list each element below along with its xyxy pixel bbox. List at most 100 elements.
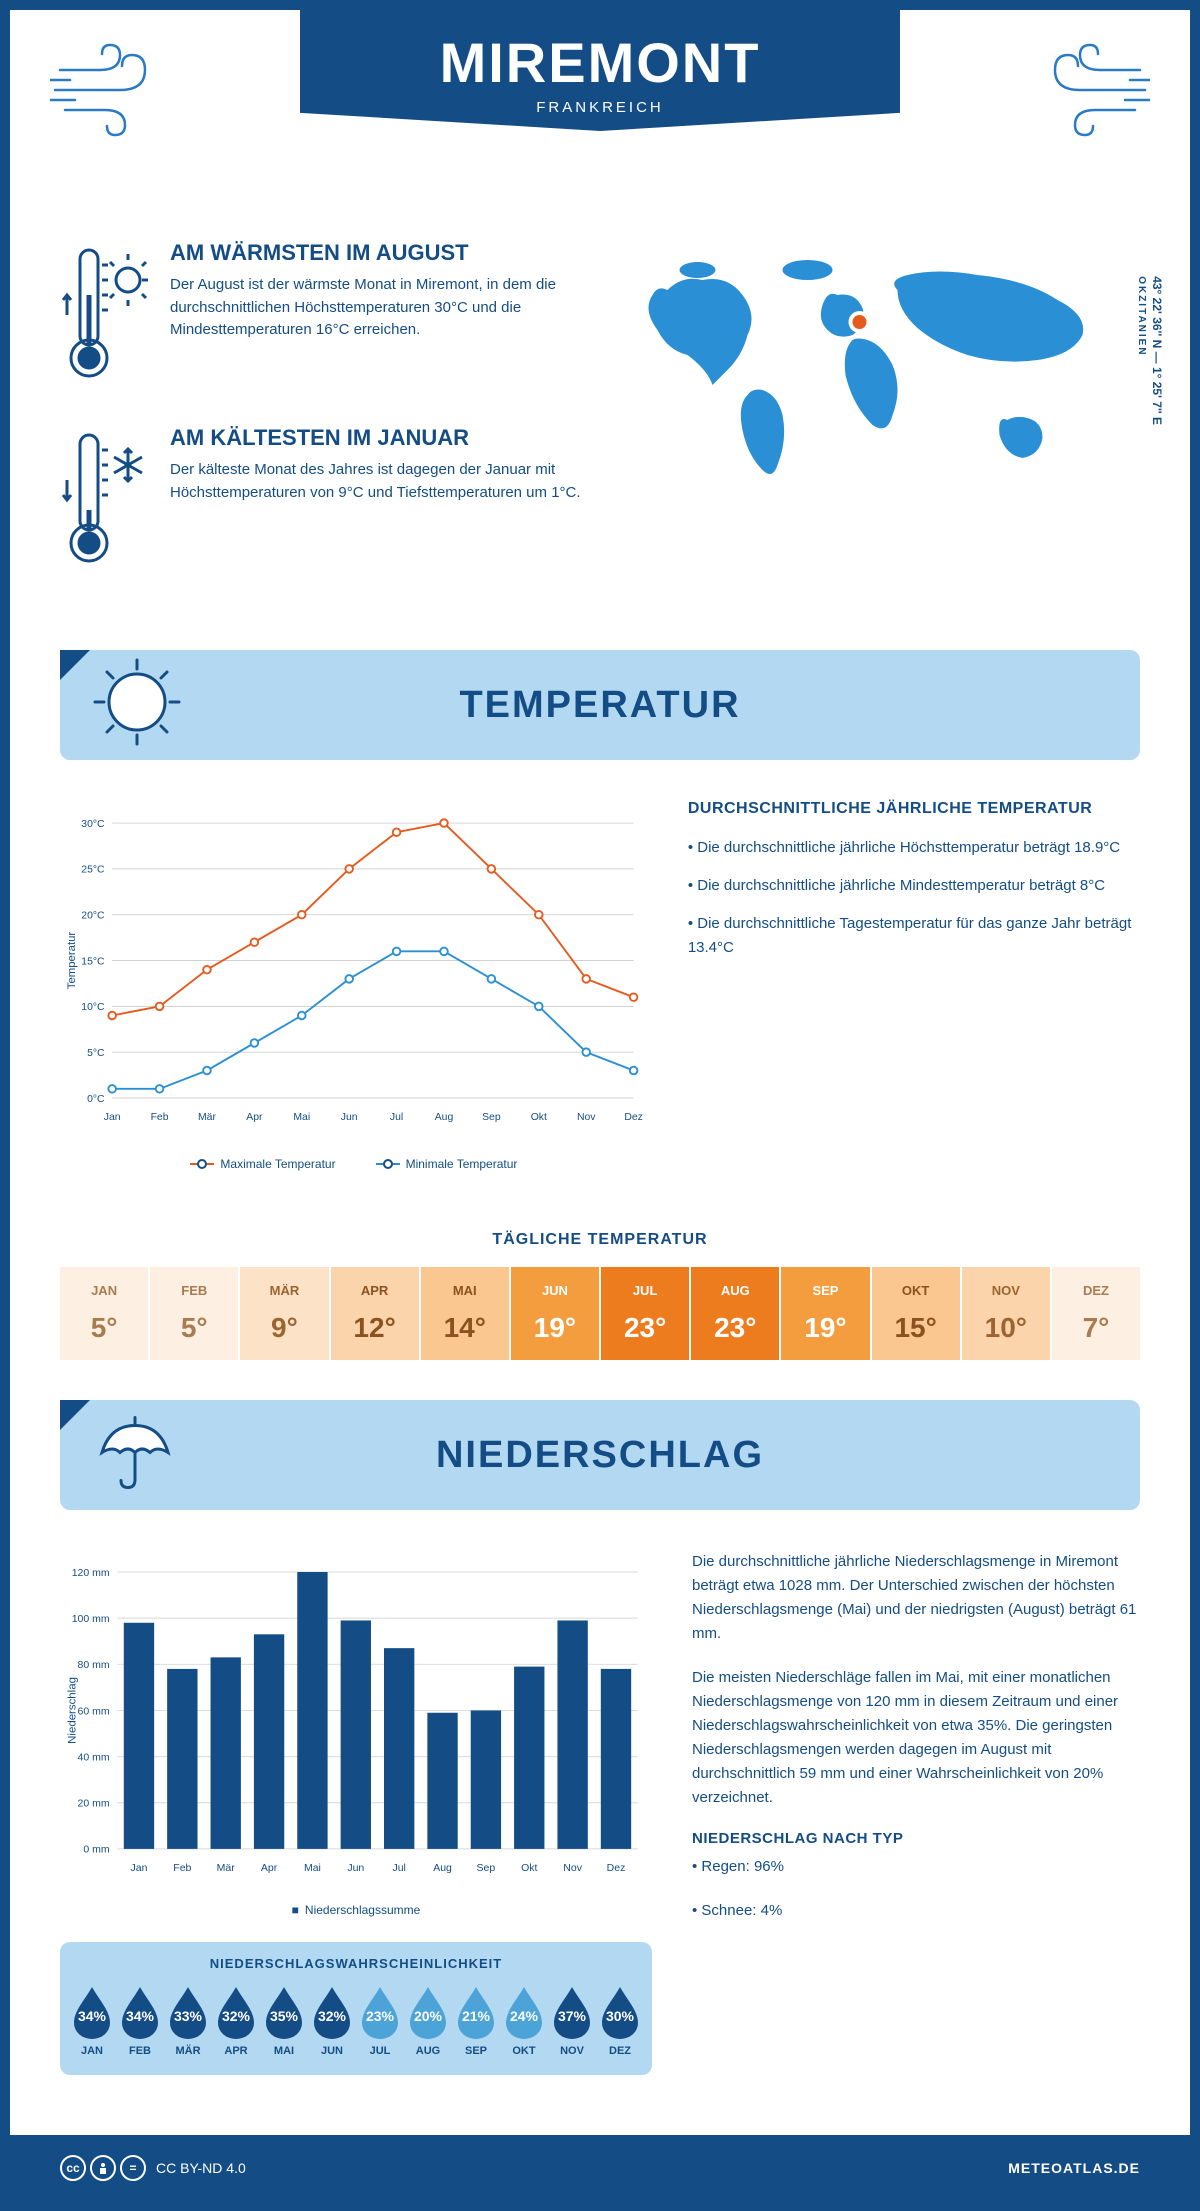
precip-type-1: • Regen: 96%	[692, 1855, 1140, 1879]
precip-probability-box: NIEDERSCHLAGSWAHRSCHEINLICHKEIT 34% JAN …	[60, 1942, 652, 2075]
temp-text-title: DURCHSCHNITTLICHE JÄHRLICHE TEMPERATUR	[688, 800, 1140, 818]
daily-cell: FEB5°	[150, 1267, 238, 1360]
svg-text:Mär: Mär	[217, 1862, 236, 1874]
daily-cell: OKT15°	[872, 1267, 960, 1360]
drop-item: 37% NOV	[550, 1985, 594, 2057]
world-map-icon	[615, 240, 1140, 500]
svg-text:Jul: Jul	[392, 1862, 405, 1874]
drop-item: 23% JUL	[358, 1985, 402, 2057]
umbrella-icon	[90, 1408, 180, 1503]
svg-text:Apr: Apr	[246, 1112, 263, 1123]
drop-item: 34% FEB	[118, 1985, 162, 2057]
svg-text:Mai: Mai	[293, 1112, 310, 1123]
info-row: AM WÄRMSTEN IM AUGUST Der August ist der…	[10, 230, 1190, 650]
svg-text:40 mm: 40 mm	[78, 1751, 110, 1763]
svg-text:Mai: Mai	[304, 1862, 321, 1874]
daily-cell: AUG23°	[691, 1267, 779, 1360]
temp-bullet-3: • Die durchschnittliche Tagestemperatur …	[688, 912, 1140, 960]
svg-text:Nov: Nov	[563, 1862, 582, 1874]
daily-cell: JAN5°	[60, 1267, 148, 1360]
svg-text:Okt: Okt	[531, 1112, 547, 1123]
svg-text:Jun: Jun	[347, 1862, 364, 1874]
precip-type-2: • Schnee: 4%	[692, 1899, 1140, 1923]
svg-text:Nov: Nov	[577, 1112, 596, 1123]
svg-text:Apr: Apr	[261, 1862, 278, 1874]
daily-cell: MAI14°	[421, 1267, 509, 1360]
daily-temp-grid: JAN5° FEB5° MÄR9° APR12° MAI14° JUN19° J…	[10, 1267, 1190, 1360]
svg-text:Okt: Okt	[521, 1862, 537, 1874]
temperature-title: TEMPERATUR	[459, 684, 740, 727]
daily-cell: SEP19°	[781, 1267, 869, 1360]
svg-text:Sep: Sep	[477, 1862, 496, 1874]
warmest-fact: AM WÄRMSTEN IM AUGUST Der August ist der…	[60, 240, 585, 395]
drop-item: 34% JAN	[70, 1985, 114, 2057]
drop-item: 20% AUG	[406, 1985, 450, 2057]
daily-cell: APR12°	[331, 1267, 419, 1360]
svg-text:Dez: Dez	[607, 1862, 626, 1874]
svg-text:Jun: Jun	[341, 1112, 358, 1123]
warmest-text: Der August ist der wärmste Monat in Mire…	[170, 274, 585, 342]
daily-cell: MÄR9°	[240, 1267, 328, 1360]
svg-text:Feb: Feb	[173, 1862, 191, 1874]
temperature-section-header: TEMPERATUR	[60, 650, 1140, 760]
city-title: MIREMONT	[300, 30, 900, 95]
svg-text:5°C: 5°C	[87, 1048, 105, 1059]
temp-chart-legend: Maximale Temperatur Minimale Temperatur	[60, 1157, 648, 1171]
daily-temp-title: TÄGLICHE TEMPERATUR	[10, 1231, 1190, 1249]
country-subtitle: FRANKREICH	[300, 99, 900, 116]
svg-text:60 mm: 60 mm	[78, 1705, 110, 1717]
prob-drops: 34% JAN 34% FEB 33% MÄR 32% APR	[70, 1985, 642, 2057]
temperature-line-chart: 0°C5°C10°C15°C20°C25°C30°CTemperaturJanF…	[60, 800, 648, 1140]
svg-text:Jan: Jan	[131, 1862, 148, 1874]
sun-icon	[90, 655, 185, 755]
footer: cc = CC BY-ND 4.0 METEOATLAS.DE	[10, 2135, 1190, 2201]
drop-item: 30% DEZ	[598, 1985, 642, 2057]
svg-text:20 mm: 20 mm	[78, 1798, 110, 1810]
precip-title: NIEDERSCHLAG	[436, 1434, 764, 1477]
daily-cell: DEZ7°	[1052, 1267, 1140, 1360]
daily-cell: JUL23°	[601, 1267, 689, 1360]
temp-bullet-2: • Die durchschnittliche jährliche Mindes…	[688, 874, 1140, 898]
svg-text:0°C: 0°C	[87, 1094, 105, 1105]
wind-deco-right-icon	[1020, 40, 1150, 145]
svg-text:Mär: Mär	[198, 1112, 216, 1123]
site-name: METEOATLAS.DE	[1008, 2160, 1140, 2176]
svg-text:80 mm: 80 mm	[78, 1659, 110, 1671]
svg-text:Aug: Aug	[435, 1112, 454, 1123]
drop-item: 33% MÄR	[166, 1985, 210, 2057]
svg-text:Niederschlag: Niederschlag	[66, 1677, 78, 1744]
temp-bullet-1: • Die durchschnittliche jährliche Höchst…	[688, 836, 1140, 860]
warmest-title: AM WÄRMSTEN IM AUGUST	[170, 240, 585, 266]
title-banner: MIREMONT FRANKREICH	[300, 10, 900, 131]
cc-icon: cc	[60, 2155, 86, 2181]
precip-chart-legend: Niederschlagssumme	[60, 1903, 652, 1917]
svg-text:100 mm: 100 mm	[72, 1613, 110, 1625]
precip-text-1: Die durchschnittliche jährliche Niedersc…	[692, 1550, 1140, 1646]
svg-text:0 mm: 0 mm	[83, 1844, 110, 1856]
svg-text:Dez: Dez	[624, 1112, 643, 1123]
wind-deco-left-icon	[50, 40, 180, 145]
svg-text:120 mm: 120 mm	[72, 1567, 110, 1579]
daily-cell: NOV10°	[962, 1267, 1050, 1360]
svg-text:Jan: Jan	[104, 1112, 121, 1123]
drop-item: 24% OKT	[502, 1985, 546, 2057]
header: MIREMONT FRANKREICH	[10, 10, 1190, 230]
prob-title: NIEDERSCHLAGSWAHRSCHEINLICHKEIT	[70, 1956, 642, 1971]
cc-icons: cc =	[60, 2155, 146, 2181]
svg-text:15°C: 15°C	[81, 956, 105, 967]
daily-cell: JUN19°	[511, 1267, 599, 1360]
thermometer-cold-icon	[60, 425, 150, 580]
precip-bar-chart: 0 mm 20 mm 40 mm 60 mm 80 mm 100 mm 120 mm Nied…	[60, 1550, 652, 1890]
svg-text:Aug: Aug	[433, 1862, 452, 1874]
svg-text:Temperatur: Temperatur	[66, 932, 78, 990]
precip-section-header: NIEDERSCHLAG	[60, 1400, 1140, 1510]
precip-text-2: Die meisten Niederschläge fallen im Mai,…	[692, 1666, 1140, 1810]
svg-text:10°C: 10°C	[81, 1002, 105, 1013]
svg-text:30°C: 30°C	[81, 819, 105, 830]
svg-text:Feb: Feb	[151, 1112, 169, 1123]
coordinates: 43° 22' 36'' N — 1° 25' 7'' E OKZITANIEN	[1136, 276, 1164, 425]
precip-type-title: NIEDERSCHLAG NACH TYP	[692, 1830, 1140, 1847]
license-text: CC BY-ND 4.0	[156, 2160, 246, 2176]
drop-item: 32% JUN	[310, 1985, 354, 2057]
drop-item: 32% APR	[214, 1985, 258, 2057]
